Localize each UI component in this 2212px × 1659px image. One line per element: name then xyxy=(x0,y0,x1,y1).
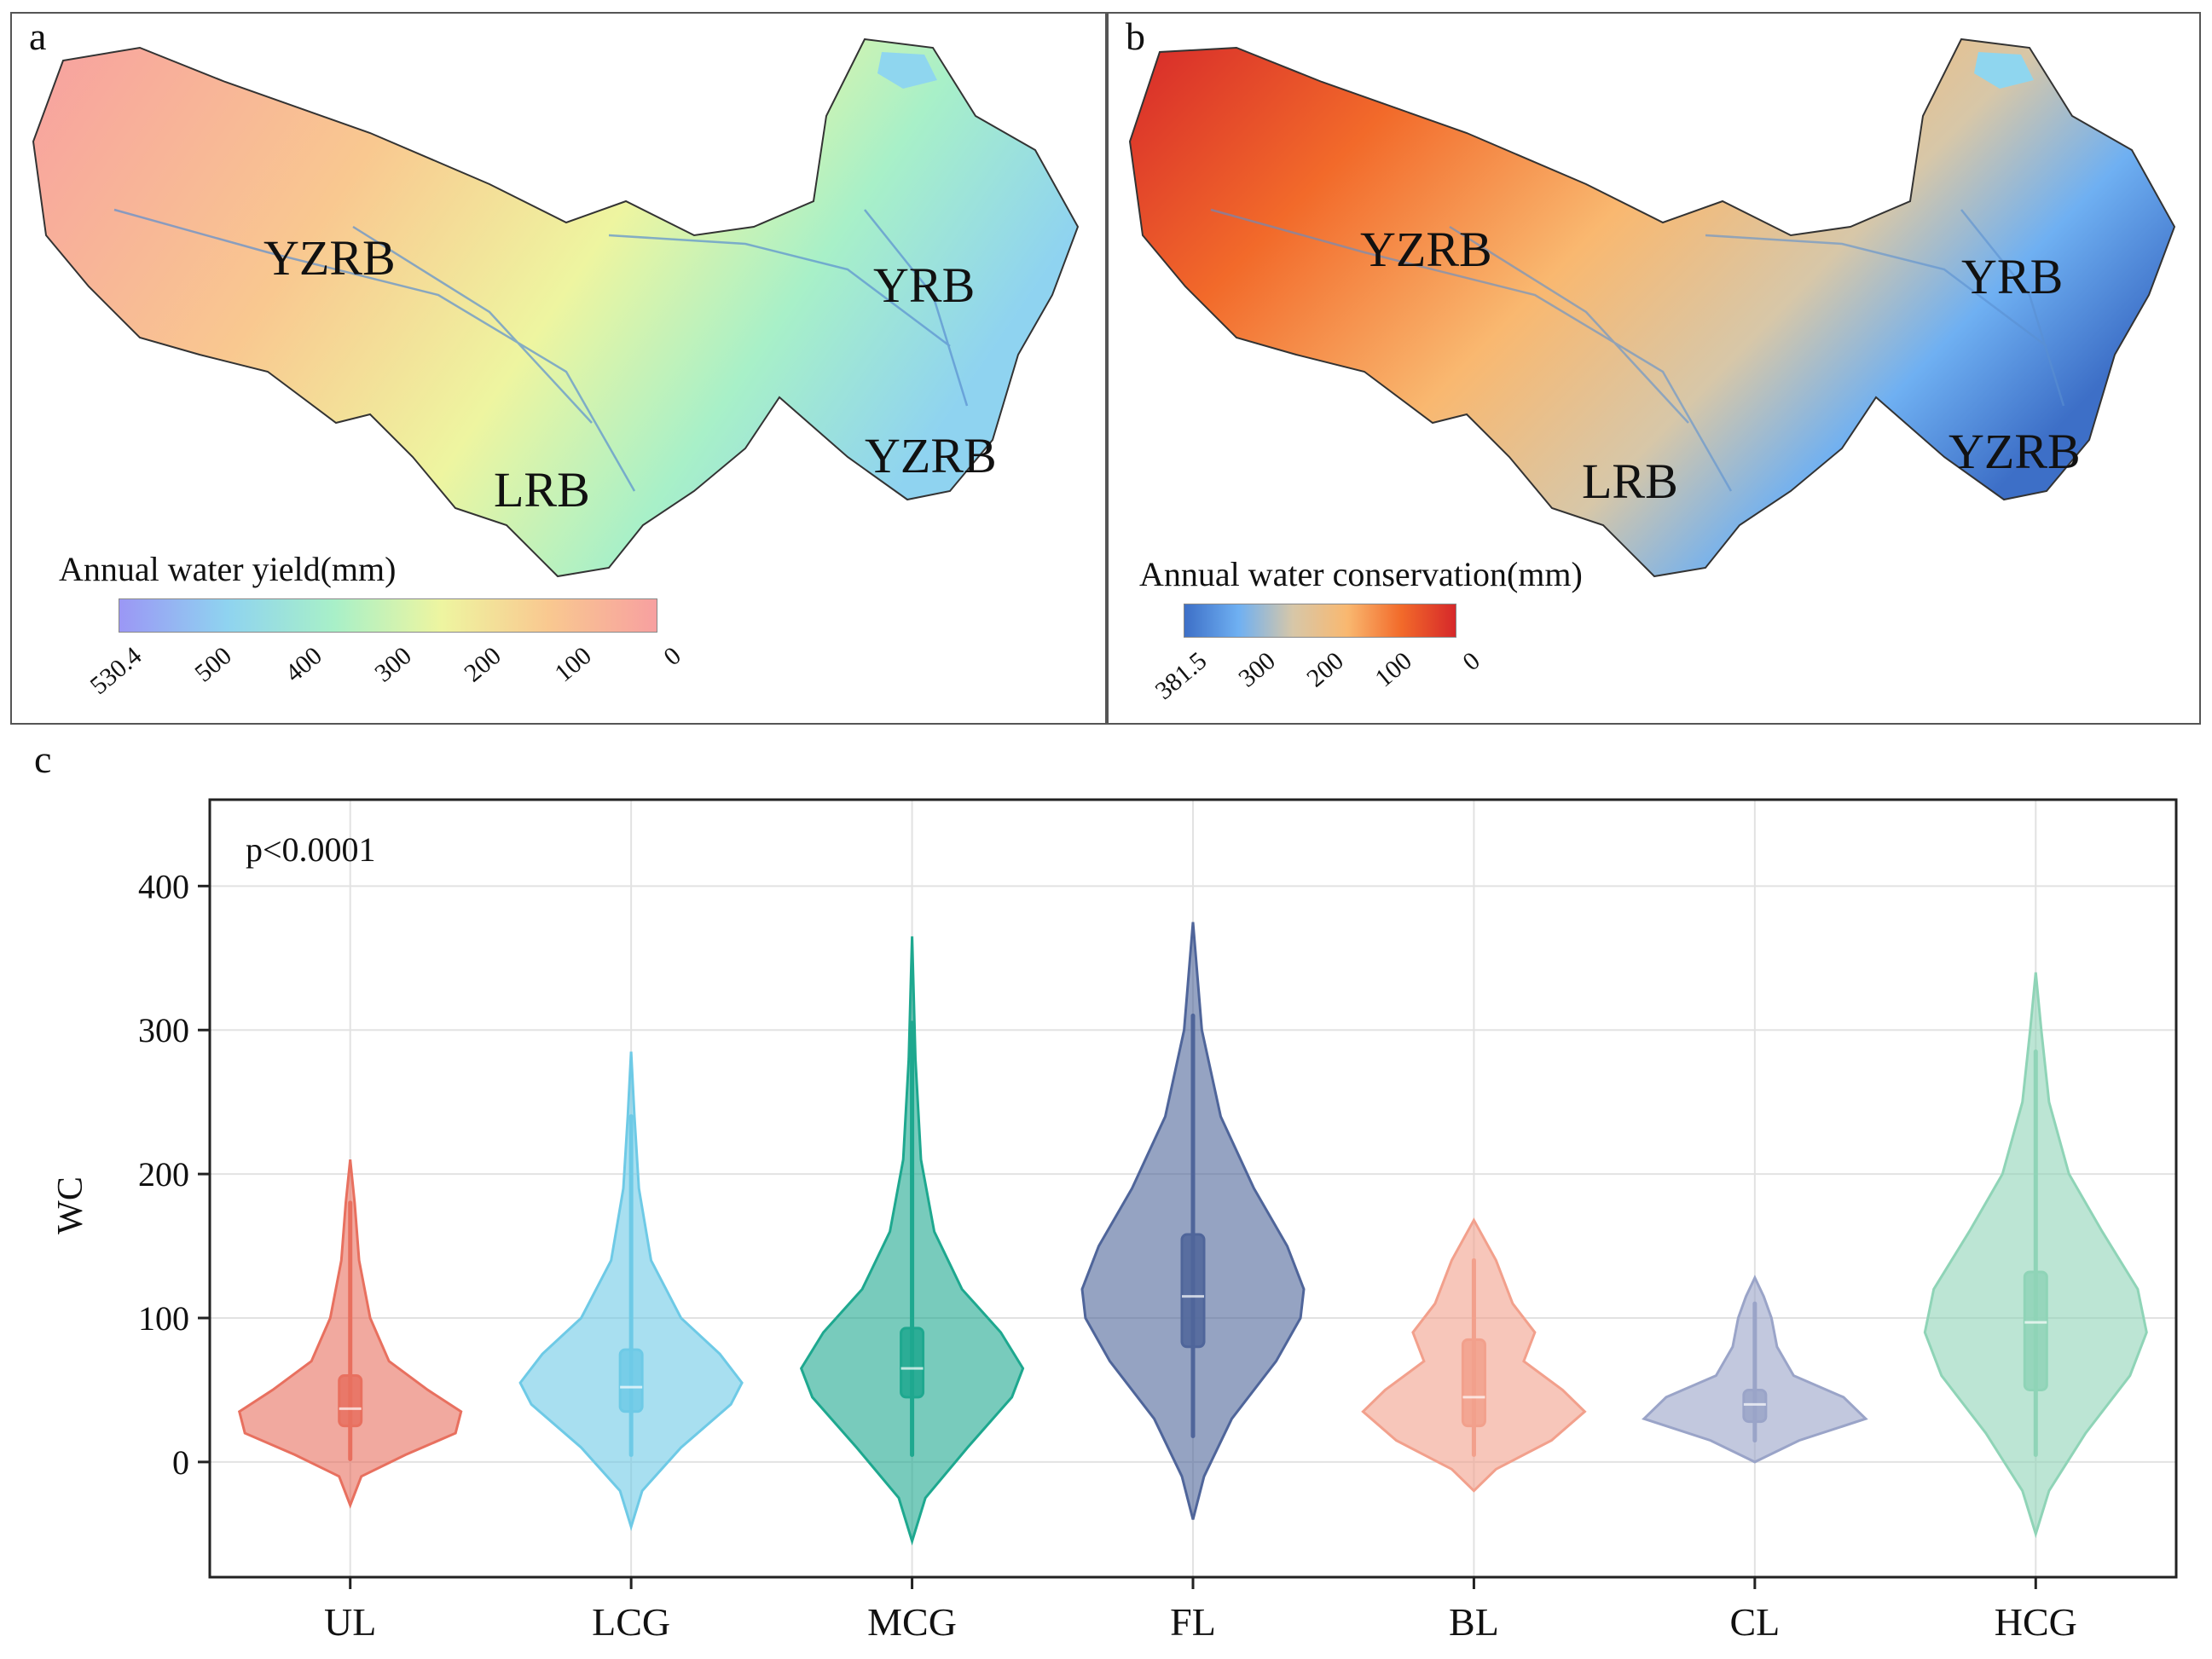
box-hcg xyxy=(2023,1270,2048,1391)
x-tick-label: BL xyxy=(1449,1600,1499,1644)
box-lcg xyxy=(618,1348,644,1413)
x-tick-label: CL xyxy=(1729,1600,1780,1644)
y-tick-label: 200 xyxy=(138,1155,189,1194)
x-tick-label: UL xyxy=(324,1600,376,1644)
box-bl xyxy=(1461,1338,1486,1428)
x-tick-label: LCG xyxy=(592,1600,670,1644)
x-tick-label: FL xyxy=(1170,1600,1216,1644)
box-fl xyxy=(1180,1233,1206,1349)
river-lines xyxy=(113,208,969,492)
box-cl xyxy=(1742,1388,1768,1424)
y-axis-label: WC xyxy=(51,1176,90,1234)
water-conservation-map xyxy=(1128,38,2176,578)
legend-title: Annual water conservation(mm) xyxy=(1139,555,1583,593)
y-tick-label: 400 xyxy=(138,867,189,905)
violin-chart: 0 100 200 300 400 WC p<0.0001 UL LCG MCG FL BL CL HCG xyxy=(51,798,2178,1644)
box-mcg xyxy=(900,1327,925,1399)
region-label-lrb: LRB xyxy=(1582,454,1678,509)
x-tick-label: MCG xyxy=(867,1600,957,1644)
colorbar xyxy=(1184,604,1456,638)
panel-b-water-conservation-map: b YZRB YRB YZRB LRB Annual water conserv… xyxy=(1107,12,2201,725)
region-label-yzrb-west: YZRB xyxy=(263,230,396,286)
y-tick-label: 100 xyxy=(138,1299,189,1338)
legend-title: Annual water yield(mm) xyxy=(59,550,397,588)
p-value-annotation: p<0.0001 xyxy=(246,830,376,869)
colorbar xyxy=(119,598,657,633)
river-lines xyxy=(1210,208,2065,492)
region-label-yzrb-west: YZRB xyxy=(1360,222,1492,277)
basin-outline xyxy=(32,38,1080,578)
lake-shape xyxy=(1974,52,2034,89)
water-yield-map xyxy=(32,38,1080,578)
y-tick-label: 300 xyxy=(138,1011,189,1049)
x-tick-label: HCG xyxy=(1995,1600,2077,1644)
region-label-yrb: YRB xyxy=(1961,249,2064,304)
region-label-yzrb-east: YZRB xyxy=(1949,424,2081,479)
box-ul xyxy=(338,1374,363,1428)
region-label-yrb: YRB xyxy=(873,257,976,313)
panel-a-letter: a xyxy=(29,14,47,58)
basin-outline xyxy=(1128,38,2176,578)
region-label-yzrb-east: YZRB xyxy=(865,428,997,483)
lake-shape xyxy=(877,52,937,89)
panel-b-letter: b xyxy=(1126,14,1145,58)
panel-a-water-yield-map: a YZRB YRB YZRB LRB Annual water yield(m… xyxy=(10,12,1107,725)
panel-c-letter: c xyxy=(34,737,52,781)
y-tick-label: 0 xyxy=(172,1443,189,1482)
region-label-lrb: LRB xyxy=(494,462,590,517)
